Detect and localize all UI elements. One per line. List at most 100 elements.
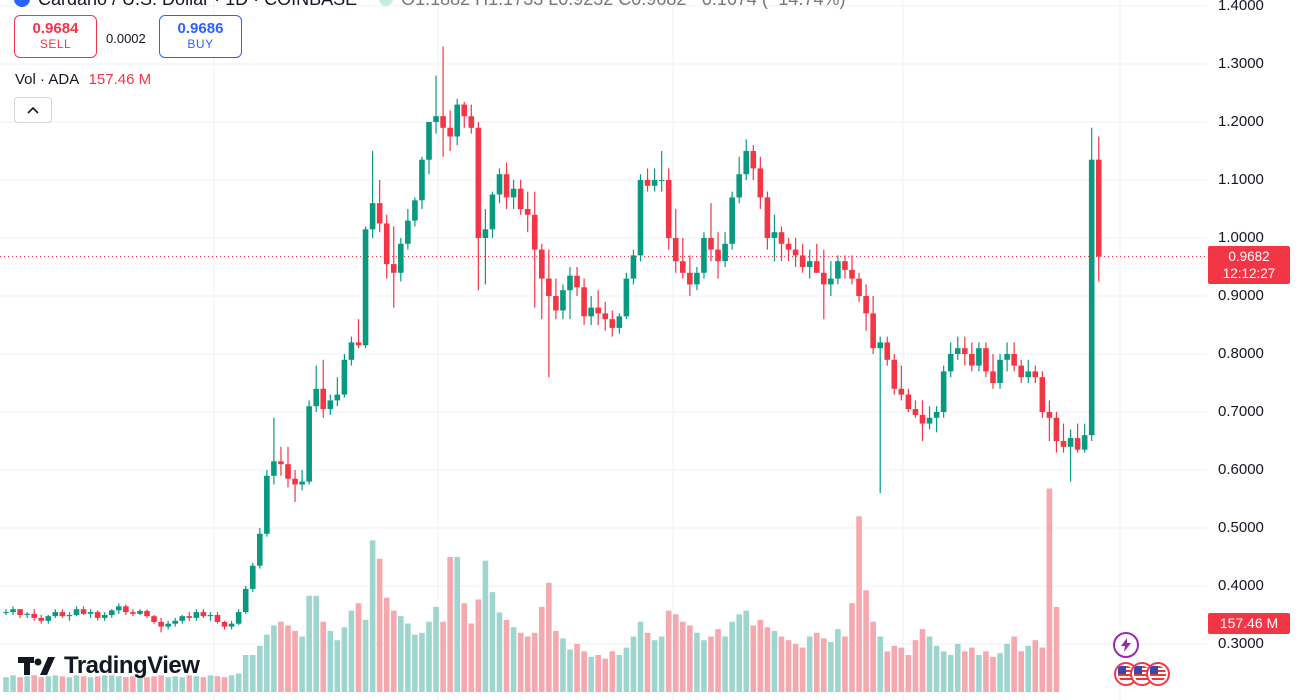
candle-body[interactable] bbox=[1032, 371, 1039, 378]
candle-body[interactable] bbox=[383, 223, 390, 265]
candle-body[interactable] bbox=[108, 610, 115, 615]
candle-body[interactable] bbox=[919, 414, 926, 424]
candle-body[interactable] bbox=[496, 174, 503, 195]
candle-body[interactable] bbox=[313, 388, 319, 407]
candle-body[interactable] bbox=[390, 264, 397, 273]
candle-body[interactable] bbox=[574, 275, 580, 288]
candle-body[interactable] bbox=[348, 342, 355, 360]
candle-body[interactable] bbox=[341, 359, 348, 395]
candle-body[interactable] bbox=[983, 348, 989, 372]
candle-body[interactable] bbox=[87, 612, 94, 614]
candle-body[interactable] bbox=[785, 243, 792, 250]
candle-body[interactable] bbox=[362, 229, 369, 346]
candle-body[interactable] bbox=[990, 371, 996, 383]
candle-body[interactable] bbox=[969, 354, 975, 366]
candle-body[interactable] bbox=[24, 613, 30, 615]
candle-body[interactable] bbox=[658, 180, 665, 181]
candle-body[interactable] bbox=[602, 313, 609, 320]
candle-body[interactable] bbox=[461, 104, 468, 117]
candle-body[interactable] bbox=[80, 609, 87, 614]
candle-body[interactable] bbox=[235, 612, 242, 624]
candle-body[interactable] bbox=[799, 255, 806, 267]
candle-body[interactable] bbox=[905, 394, 912, 410]
candle-body[interactable] bbox=[369, 203, 376, 230]
candle-body[interactable] bbox=[1060, 441, 1067, 447]
candle-body[interactable] bbox=[426, 122, 432, 160]
candle-body[interactable] bbox=[954, 348, 961, 354]
candle-body[interactable] bbox=[38, 617, 45, 621]
buy-button[interactable]: 0.9686 BUY bbox=[159, 15, 242, 58]
candle-body[interactable] bbox=[665, 180, 672, 238]
candle-body[interactable] bbox=[52, 612, 59, 617]
candle-body[interactable] bbox=[912, 409, 919, 415]
candle-body[interactable] bbox=[701, 238, 707, 273]
candle-body[interactable] bbox=[165, 623, 171, 627]
candle-body[interactable] bbox=[123, 606, 129, 613]
candle-body[interactable] bbox=[940, 371, 947, 412]
candle-body[interactable] bbox=[412, 200, 418, 221]
candle-body[interactable] bbox=[257, 533, 263, 566]
candle-body[interactable] bbox=[17, 609, 23, 615]
candle-body[interactable] bbox=[334, 394, 341, 401]
candle-body[interactable] bbox=[764, 197, 771, 238]
candle-body[interactable] bbox=[454, 104, 460, 137]
candle-body[interactable] bbox=[588, 307, 594, 317]
candle-body[interactable] bbox=[221, 621, 228, 627]
candle-body[interactable] bbox=[877, 342, 883, 349]
candle-body[interactable] bbox=[405, 220, 411, 244]
candle-body[interactable] bbox=[546, 278, 552, 296]
candle-body[interactable] bbox=[249, 565, 256, 589]
candle-body[interactable] bbox=[186, 616, 193, 618]
candle-body[interactable] bbox=[1018, 365, 1024, 378]
candle-body[interactable] bbox=[651, 180, 658, 186]
candle-body[interactable] bbox=[644, 180, 651, 186]
candle-body[interactable] bbox=[376, 203, 383, 224]
candle-body[interactable] bbox=[278, 461, 284, 465]
candle-body[interactable] bbox=[151, 616, 157, 622]
candle-body[interactable] bbox=[207, 615, 214, 617]
candle-body[interactable] bbox=[1074, 438, 1081, 450]
candle-body[interactable] bbox=[1088, 159, 1095, 436]
candle-body[interactable] bbox=[531, 214, 538, 250]
candle-body[interactable] bbox=[856, 278, 862, 296]
candle-body[interactable] bbox=[553, 296, 559, 311]
candle-body[interactable] bbox=[489, 194, 496, 230]
candle-body[interactable] bbox=[1095, 159, 1102, 257]
candle-body[interactable] bbox=[398, 243, 404, 273]
candle-body[interactable] bbox=[59, 612, 66, 617]
candle-body[interactable] bbox=[433, 116, 439, 122]
candle-body[interactable] bbox=[722, 243, 728, 262]
candle-body[interactable] bbox=[66, 615, 73, 617]
candle-body[interactable] bbox=[1039, 377, 1046, 412]
candle-body[interactable] bbox=[609, 319, 616, 328]
candle-body[interactable] bbox=[242, 588, 249, 613]
candle-body[interactable] bbox=[729, 197, 735, 244]
candle-body[interactable] bbox=[828, 278, 834, 285]
collapse-legend-button[interactable] bbox=[14, 97, 52, 123]
candle-body[interactable] bbox=[517, 188, 524, 209]
candle-body[interactable] bbox=[468, 116, 475, 128]
candle-body[interactable] bbox=[821, 272, 827, 285]
candle-body[interactable] bbox=[264, 475, 270, 534]
candle-body[interactable] bbox=[962, 348, 968, 354]
candle-body[interactable] bbox=[672, 238, 679, 262]
candle-body[interactable] bbox=[10, 609, 16, 613]
candle-body[interactable] bbox=[637, 180, 644, 256]
candle-body[interactable] bbox=[884, 342, 891, 360]
candle-body[interactable] bbox=[101, 615, 108, 618]
candle-body[interactable] bbox=[630, 255, 637, 279]
candle-body[interactable] bbox=[997, 359, 1003, 383]
candle-body[interactable] bbox=[1025, 371, 1032, 378]
candle-body[interactable] bbox=[327, 400, 334, 410]
us-flag-icon[interactable] bbox=[1146, 662, 1170, 686]
candle-body[interactable] bbox=[214, 615, 221, 622]
candle-body[interactable] bbox=[792, 249, 799, 256]
candle-body[interactable] bbox=[778, 232, 785, 244]
candle-body[interactable] bbox=[581, 287, 587, 317]
candle-body[interactable] bbox=[567, 275, 573, 291]
candle-body[interactable] bbox=[292, 478, 298, 485]
candle-body[interactable] bbox=[1011, 354, 1017, 366]
candle-body[interactable] bbox=[687, 272, 693, 285]
tradingview-logo[interactable]: TradingView bbox=[18, 652, 200, 680]
